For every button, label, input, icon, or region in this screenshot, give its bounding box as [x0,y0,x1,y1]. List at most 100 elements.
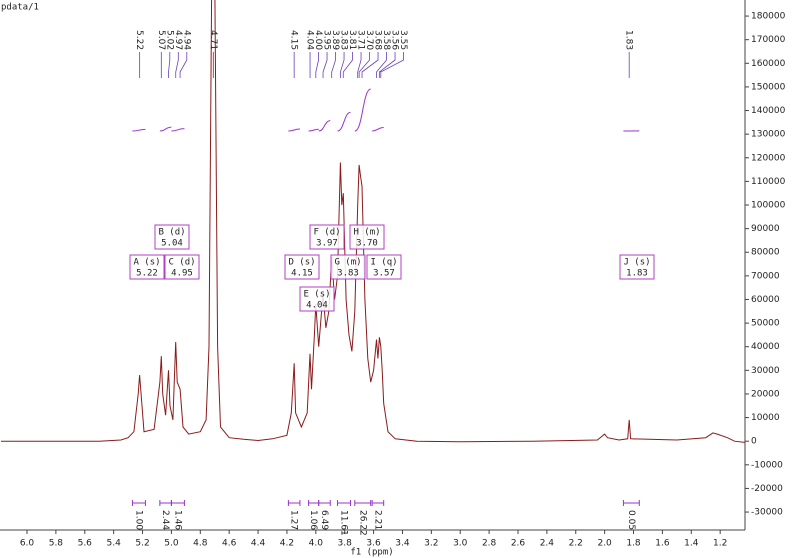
multiplet-shift: 4.95 [171,269,193,279]
integral-bracket [336,500,351,506]
integral-label: 6.49 [319,510,329,530]
multiplet-box [366,254,402,280]
multiplet-name: J (s) [623,258,650,268]
integral-label: 1.46 [172,510,182,530]
peak-label: 4.97 [173,30,183,50]
multiplet-shift: 4.15 [291,269,313,279]
integral-label: 1.06 [308,510,318,530]
x-tick-label: 4.2 [280,539,294,549]
multiplet-name: G (m) [334,258,361,268]
y-tick-label: 160000 [751,59,786,69]
integral-curve [171,128,185,132]
x-tick-label: 1.8 [626,539,641,549]
x-tick-label: 3.8 [338,539,353,549]
peak-marker [358,52,370,78]
y-tick-label: 130000 [751,130,786,140]
peak-label: 3.56 [390,30,400,50]
peak-marker [315,52,319,78]
peak-marker [376,52,387,78]
x-tick-label: 4.6 [222,539,237,549]
integral-curve [132,128,146,132]
y-tick-label: 70000 [751,271,780,281]
peak-marker [342,52,353,78]
multiplet-shift: 5.04 [161,239,183,249]
multiplet-shift: 3.83 [337,269,359,279]
peak-label: 3.68 [373,30,383,50]
integral-label: 26.22 [357,510,367,536]
x-tick-label: 5.8 [49,539,64,549]
x-tick-label: 3.2 [424,539,438,549]
peak-marker [179,52,188,78]
peak-label: 4.71 [208,30,218,50]
x-tick-label: 5.0 [164,539,179,549]
peak-marker [331,52,336,78]
multiplet-box [619,254,655,280]
multiplet-shift: 3.57 [373,269,395,279]
peak-label: 3.83 [339,30,349,50]
y-tick-label: 150000 [751,82,786,92]
multiplet-shift: 3.70 [356,239,378,249]
integral-curve [308,128,319,132]
multiplet-name: D (s) [288,258,315,268]
y-tick-label: 80000 [751,248,780,258]
x-tick-label: 6.0 [20,539,35,549]
multiplet-name: A (s) [133,258,160,268]
y-tick-label: 10000 [751,413,780,423]
y-tick-label: 110000 [751,177,786,187]
x-tick-label: 4.0 [309,539,324,549]
peak-label: 3.95 [322,30,332,50]
x-tick-label: 3.0 [453,539,468,549]
y-tick-label: 120000 [751,153,786,163]
y-tick-label: -10000 [751,460,783,470]
multiplet-box [129,254,165,280]
y-tick-label: 0 [751,437,757,447]
integral-bracket [622,500,640,506]
integral-label: 1.00 [133,510,143,530]
y-tick-label: 50000 [751,319,780,329]
integral-bracket [170,500,185,506]
peak-label: 5.02 [164,30,174,50]
x-axis-label: f1 (ppm) [350,548,393,558]
integral-label: 2.44 [160,510,170,530]
multiplet-shift: 1.83 [626,269,648,279]
multiplet-name: B (d) [158,228,185,238]
chart-title: pdata/1 [1,3,39,13]
peak-label: 4.15 [289,30,299,50]
peak-marker [175,52,179,78]
peak-label: 5.07 [156,30,166,50]
multiplet-name: C (d) [168,258,195,268]
integral-curve [288,128,300,132]
peak-label: 3.71 [356,30,366,50]
y-tick-label: 30000 [751,366,780,376]
peak-label: 3.70 [364,30,374,50]
multiplet-name: F (d) [313,228,340,238]
x-tick-label: 2.2 [569,539,583,549]
peak-label: 3.58 [381,30,391,50]
multiplet-box [154,224,190,250]
x-tick-label: 2.6 [511,539,526,549]
peak-label: 3.89 [330,30,340,50]
peak-label: 4.94 [181,30,191,50]
multiplet-box [349,224,385,250]
x-tick-label: 2.8 [482,539,497,549]
integral-label: 0.05 [626,510,636,530]
multiplet-name: E (s) [303,290,330,300]
multiplet-shift: 5.22 [136,269,158,279]
multiplet-shift: 4.04 [306,301,328,311]
x-tick-label: 5.4 [106,539,121,549]
peak-label: 4.04 [305,30,315,50]
y-tick-label: 40000 [751,342,780,352]
x-tick-label: 2.4 [540,539,555,549]
y-tick-label: 20000 [751,389,780,399]
multiplet-name: H (m) [353,228,380,238]
integral-label: 2.21 [372,510,382,530]
x-tick-label: 5.2 [135,539,149,549]
peak-marker [357,52,362,78]
y-tick-label: -30000 [751,508,783,518]
peak-marker [380,52,404,78]
integral-bracket [371,500,385,506]
integral-bracket [354,500,372,506]
peak-label: 4.00 [313,30,323,50]
